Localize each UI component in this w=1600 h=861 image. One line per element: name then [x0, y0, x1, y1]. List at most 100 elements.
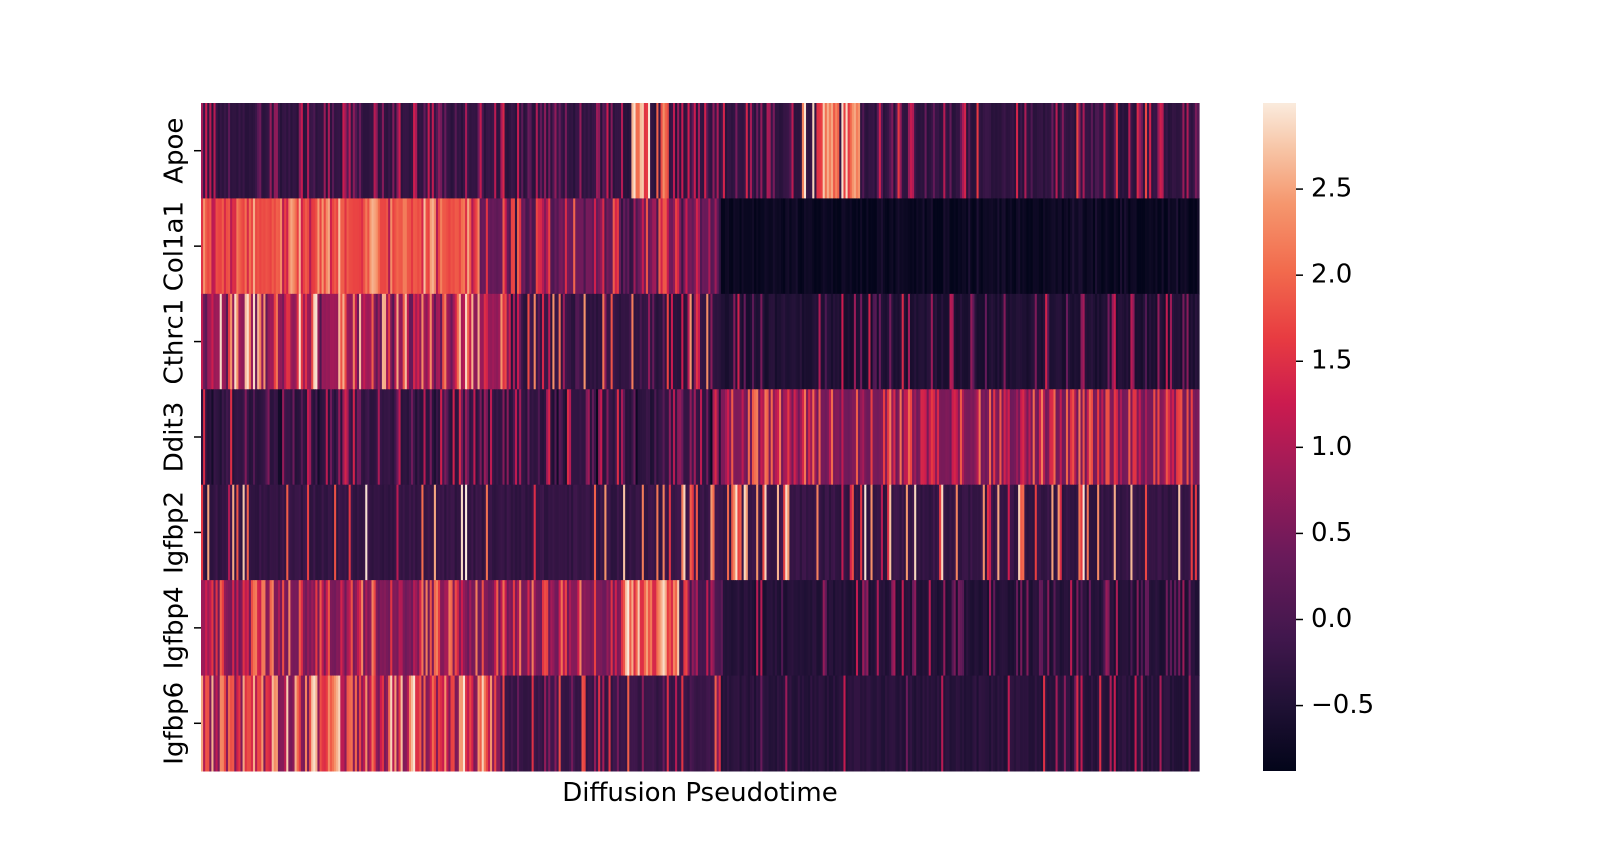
- heatmap-cell: [1090, 675, 1094, 772]
- heatmap-cell: [731, 389, 734, 486]
- heatmap-cell: [417, 293, 420, 390]
- heatmap-cell: [257, 198, 260, 295]
- heatmap-cell: [768, 198, 772, 295]
- heatmap-cell: [431, 198, 435, 295]
- heatmap-cell: [230, 198, 233, 295]
- heatmap-cell: [232, 675, 235, 772]
- heatmap-cell: [810, 675, 813, 772]
- heatmap-cell: [860, 484, 863, 581]
- heatmap-cell: [708, 198, 711, 295]
- heatmap-cell: [858, 675, 861, 772]
- heatmap-cell: [993, 484, 996, 581]
- heatmap-cell: [458, 484, 462, 581]
- heatmap-cell: [641, 103, 645, 199]
- heatmap-cell: [514, 580, 518, 677]
- heatmap-cell: [895, 198, 899, 295]
- heatmap-cell: [820, 198, 824, 295]
- heatmap-cell: [633, 293, 637, 390]
- heatmap-cell: [860, 103, 863, 199]
- heatmap-cell: [1084, 293, 1088, 390]
- heatmap-cell: [587, 103, 591, 199]
- heatmap-cell: [506, 675, 510, 772]
- heatmap-cell: [329, 103, 333, 199]
- heatmap-cell: [1024, 580, 1028, 677]
- heatmap-cell: [972, 389, 976, 486]
- heatmap-cell: [1072, 580, 1075, 677]
- heatmap-cell: [982, 484, 986, 581]
- heatmap-cell: [893, 675, 897, 772]
- heatmap-cell: [764, 389, 768, 486]
- heatmap-cell: [693, 675, 697, 772]
- heatmap-cell: [1132, 103, 1136, 199]
- heatmap-cell: [1099, 293, 1102, 390]
- heatmap-cell: [1140, 580, 1144, 677]
- heatmap-cell: [874, 580, 878, 677]
- heatmap-cell: [1153, 198, 1156, 295]
- heatmap-cell: [1178, 293, 1181, 390]
- heatmap-cell: [492, 580, 495, 677]
- heatmap-cell: [304, 484, 308, 581]
- heatmap-cell: [631, 103, 635, 199]
- heatmap-cell: [234, 293, 237, 390]
- heatmap-cell: [356, 580, 360, 677]
- heatmap-cell: [458, 389, 462, 486]
- heatmap-cell: [662, 293, 666, 390]
- heatmap-cell: [762, 389, 766, 486]
- heatmap-cell: [336, 198, 339, 295]
- heatmap-cell: [544, 293, 547, 390]
- heatmap-cell: [793, 484, 797, 581]
- heatmap-cell: [1126, 198, 1129, 295]
- heatmap-cell: [650, 675, 653, 772]
- heatmap-cell: [675, 389, 678, 486]
- heatmap-cell: [766, 103, 770, 199]
- heatmap-cell: [265, 484, 269, 581]
- heatmap-cell: [895, 675, 899, 772]
- heatmap-cell: [473, 103, 477, 199]
- heatmap-cell: [772, 580, 776, 677]
- heatmap-cell: [887, 484, 890, 581]
- heatmap-cell: [864, 198, 867, 295]
- heatmap-cell: [828, 198, 832, 295]
- heatmap-cell: [325, 293, 329, 390]
- heatmap-cell: [618, 198, 622, 295]
- heatmap-cell: [826, 675, 830, 772]
- heatmap-cell: [955, 389, 959, 486]
- heatmap-cell: [1034, 484, 1038, 581]
- heatmap-cell: [631, 675, 635, 772]
- heatmap-cell: [519, 580, 522, 677]
- heatmap-cell: [712, 675, 716, 772]
- heatmap-cell: [598, 675, 601, 772]
- heatmap-cell: [976, 198, 980, 295]
- heatmap-cell: [454, 293, 458, 390]
- heatmap-cell: [252, 675, 256, 772]
- heatmap-cell: [263, 198, 267, 295]
- heatmap-cell: [1151, 675, 1154, 772]
- heatmap-cell: [290, 675, 294, 772]
- heatmap-cell: [714, 198, 718, 295]
- heatmap-cell: [695, 675, 699, 772]
- heatmap-cell: [361, 580, 364, 677]
- heatmap-cell: [606, 293, 610, 390]
- heatmap-cell: [793, 389, 797, 486]
- heatmap-cell: [806, 484, 809, 581]
- heatmap-cell: [754, 103, 757, 199]
- heatmap-cell: [577, 484, 581, 581]
- heatmap-cell: [643, 198, 647, 295]
- heatmap-cell: [334, 389, 337, 486]
- heatmap-cell: [593, 198, 597, 295]
- heatmap-cell: [211, 484, 215, 581]
- heatmap-cell: [1178, 103, 1181, 199]
- heatmap-cell: [1043, 198, 1046, 295]
- heatmap-cell: [238, 484, 242, 581]
- heatmap-cell: [435, 198, 439, 295]
- heatmap-cell: [525, 675, 529, 772]
- heatmap-cell: [914, 484, 917, 581]
- heatmap-cell: [1086, 103, 1090, 199]
- heatmap-cell: [585, 675, 589, 772]
- heatmap-cell: [733, 675, 736, 772]
- heatmap-cell: [712, 484, 716, 581]
- heatmap-cell: [1005, 675, 1009, 772]
- heatmap-cell: [1036, 675, 1040, 772]
- heatmap-cell: [972, 484, 976, 581]
- heatmap-cell: [785, 198, 788, 295]
